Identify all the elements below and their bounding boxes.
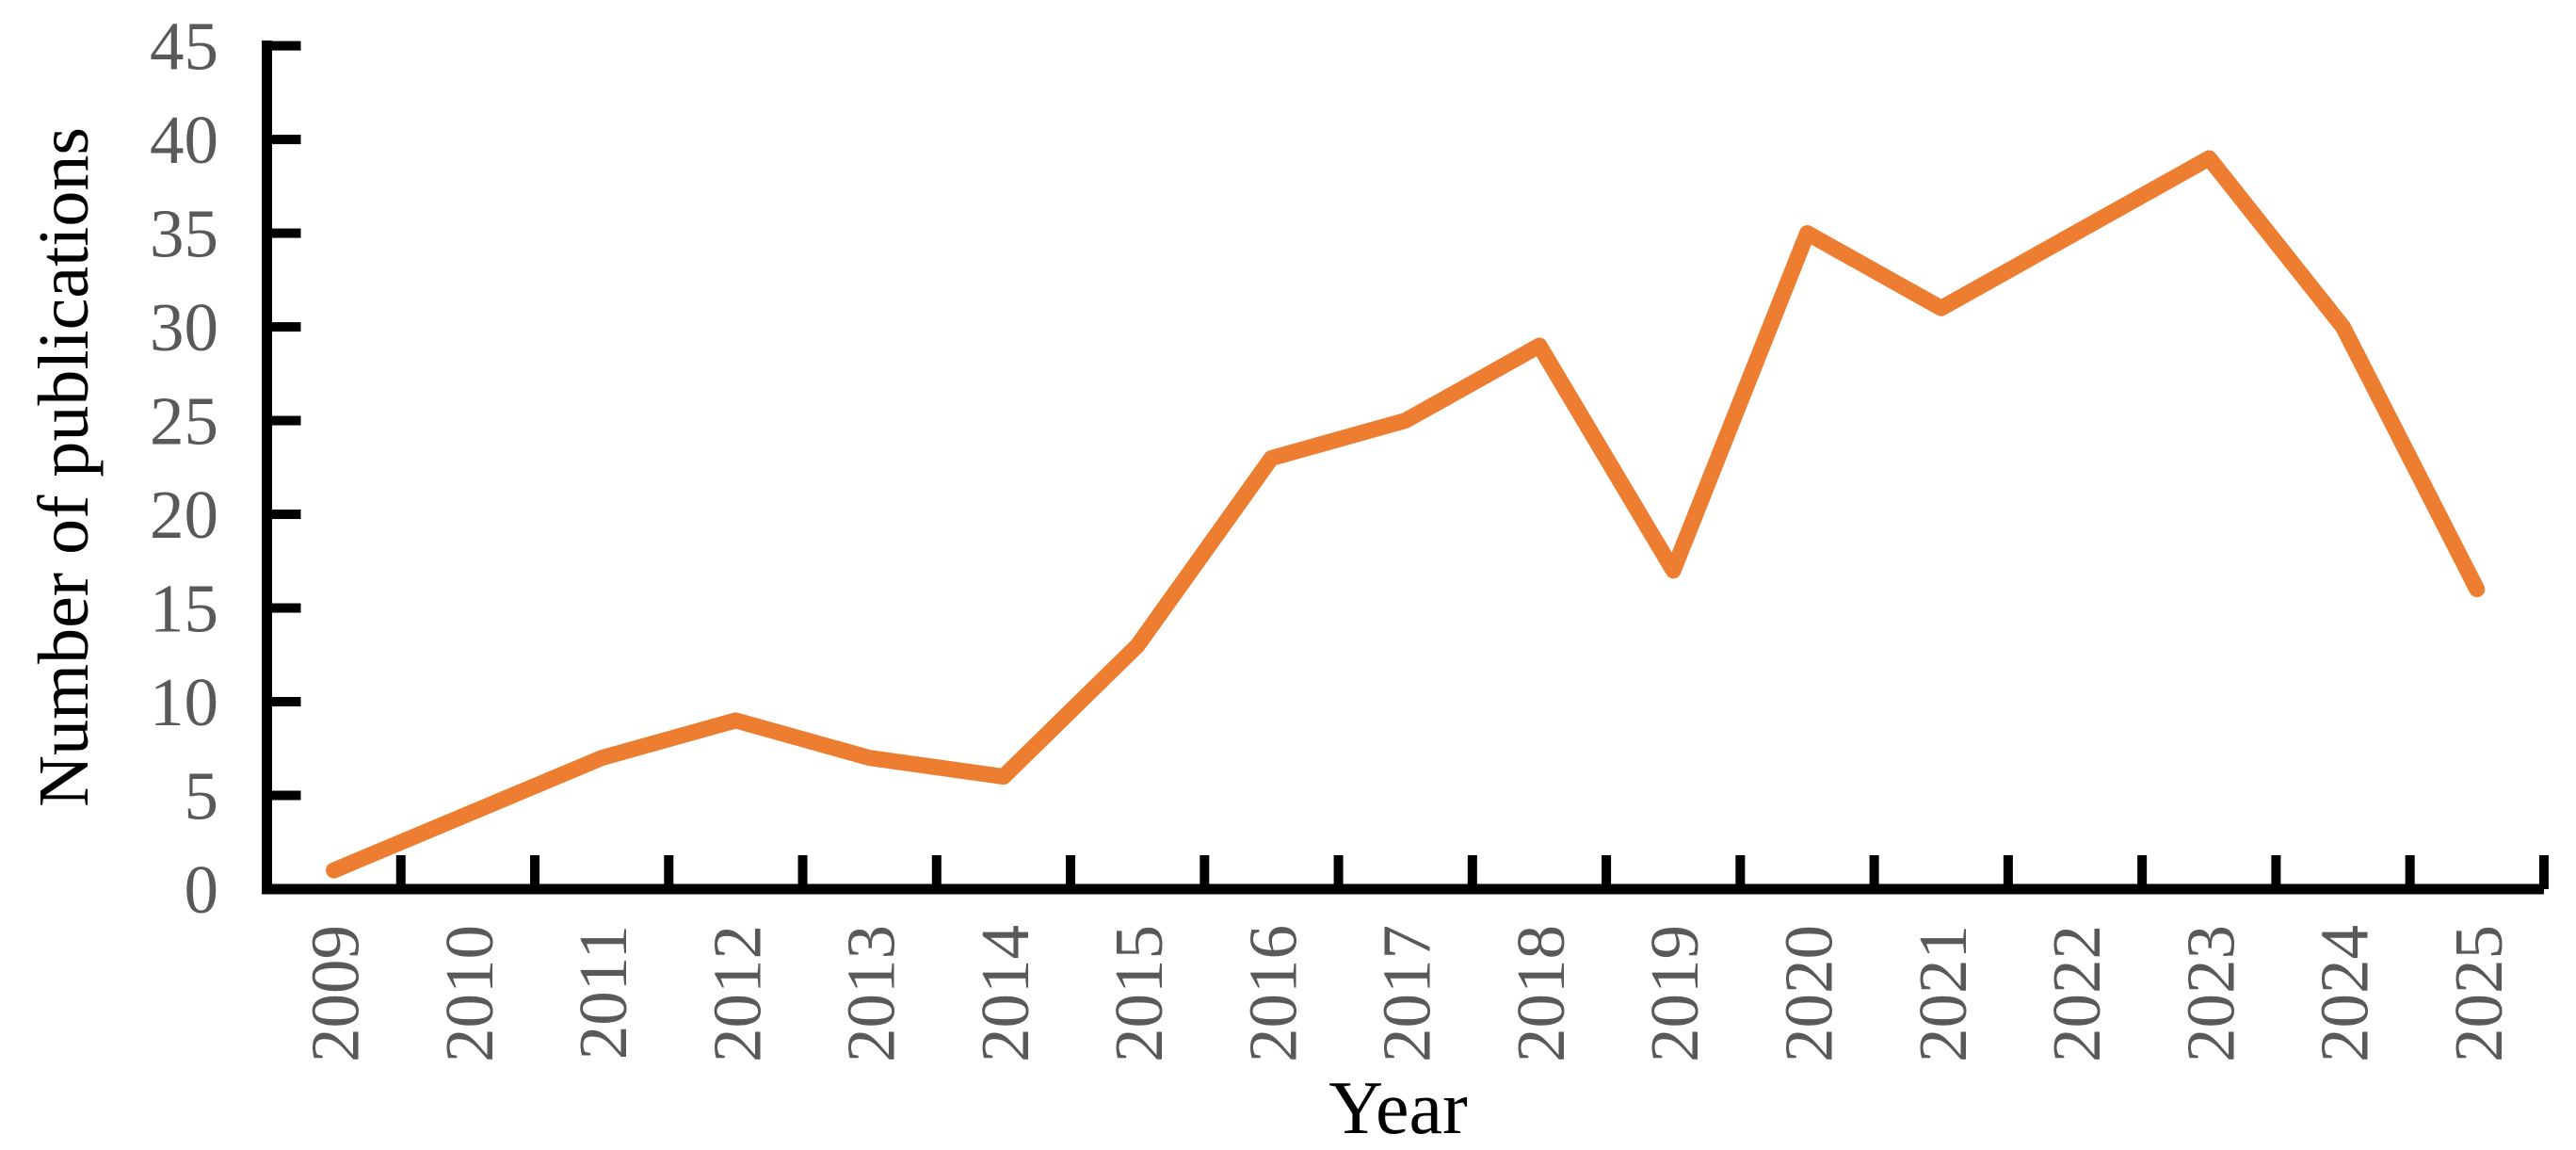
y-tick-label: 30 xyxy=(150,289,218,365)
y-axis-tick xyxy=(266,510,301,520)
y-axis-tick xyxy=(266,603,301,613)
x-axis-tick xyxy=(2271,855,2281,889)
y-tick-label: 25 xyxy=(150,383,218,460)
x-tick-label: 2012 xyxy=(699,925,775,1062)
x-axis-tick xyxy=(2405,855,2415,889)
x-tick-label: 2010 xyxy=(431,925,507,1062)
y-tick-label: 45 xyxy=(150,8,218,85)
y-tick-label: 15 xyxy=(150,571,218,647)
y-axis-tick xyxy=(266,228,301,238)
x-axis-tick xyxy=(530,855,540,889)
x-tick-label: 2019 xyxy=(1636,925,1713,1062)
x-axis-tick xyxy=(1602,855,1612,889)
y-axis-line xyxy=(262,40,272,895)
x-axis-tick xyxy=(797,855,808,889)
x-axis-tick xyxy=(1467,855,1477,889)
x-axis-tick xyxy=(1066,855,1076,889)
x-axis-tick xyxy=(1333,855,1344,889)
x-tick-label: 2022 xyxy=(2038,925,2115,1062)
y-axis-tick xyxy=(266,135,301,145)
x-axis-tick xyxy=(1735,855,1746,889)
x-axis-tick xyxy=(1869,855,1879,889)
x-tick-label: 2020 xyxy=(1770,925,1846,1062)
y-axis-tick xyxy=(266,415,301,426)
x-axis-tick xyxy=(2003,855,2013,889)
publications-line-series xyxy=(326,150,2486,879)
y-tick-label: 35 xyxy=(150,196,218,272)
x-tick-label: 2021 xyxy=(1905,925,1981,1062)
x-tick-label: 2024 xyxy=(2307,925,2383,1062)
x-tick-label: 2025 xyxy=(2440,925,2517,1062)
x-tick-label: 2011 xyxy=(565,925,641,1060)
x-axis-title: Year xyxy=(1328,1067,1467,1150)
x-axis-line xyxy=(262,883,2544,895)
x-axis-tick xyxy=(2538,855,2549,889)
y-axis-tick xyxy=(266,40,301,51)
x-axis-tick xyxy=(2137,855,2148,889)
y-tick-label: 5 xyxy=(185,758,219,834)
y-axis-tick xyxy=(266,322,301,332)
x-axis-tick xyxy=(931,855,942,889)
x-tick-label: 2015 xyxy=(1101,925,1177,1062)
x-tick-label: 2016 xyxy=(1234,925,1311,1062)
y-axis-tick xyxy=(266,697,301,707)
y-tick-label: 0 xyxy=(185,851,219,928)
x-axis-tick xyxy=(1199,855,1210,889)
x-tick-label: 2013 xyxy=(833,925,910,1062)
y-axis-title: Number of publications xyxy=(24,127,104,807)
x-tick-label: 2018 xyxy=(1503,925,1579,1062)
y-axis-tick xyxy=(266,790,301,801)
y-tick-label: 10 xyxy=(150,664,218,740)
x-tick-label: 2023 xyxy=(2172,925,2248,1062)
y-tick-label: 20 xyxy=(150,477,218,553)
x-axis-tick xyxy=(664,855,674,889)
x-tick-label: 2009 xyxy=(298,925,374,1062)
y-tick-label: 40 xyxy=(150,102,218,178)
x-tick-label: 2017 xyxy=(1369,925,1445,1062)
x-axis-tick xyxy=(395,855,406,889)
x-tick-label: 2014 xyxy=(967,925,1043,1062)
